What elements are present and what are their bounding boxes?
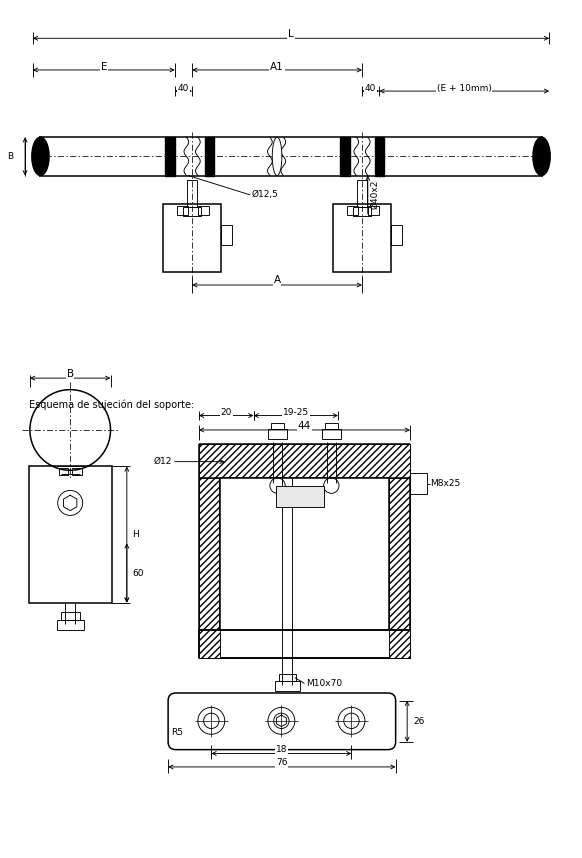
Ellipse shape [272, 137, 282, 176]
Bar [220, 478, 389, 658]
Bar [268, 429, 287, 438]
Text: 26: 26 [413, 716, 424, 726]
Bar [325, 423, 338, 429]
Text: 60: 60 [133, 569, 144, 577]
Text: M8x25: M8x25 [430, 480, 460, 488]
Text: 20: 20 [221, 408, 232, 417]
Bar [389, 630, 410, 658]
Bar [29, 467, 112, 603]
Bar [199, 630, 220, 658]
Bar [375, 137, 384, 176]
Text: (E + 10mm): (E + 10mm) [437, 84, 492, 94]
Bar [183, 208, 201, 216]
Bar [164, 204, 221, 272]
Text: B: B [66, 370, 74, 379]
Bar [391, 226, 402, 245]
Text: M10x70: M10x70 [306, 679, 342, 688]
Bar [199, 444, 220, 658]
Bar [322, 429, 341, 438]
Bar [187, 180, 197, 208]
Ellipse shape [32, 137, 49, 176]
Text: B: B [8, 152, 13, 160]
Text: 40: 40 [365, 84, 377, 94]
Bar [59, 468, 68, 475]
Bar [72, 468, 81, 475]
Bar [357, 180, 367, 208]
Text: Ø12,5: Ø12,5 [251, 190, 279, 199]
Bar [368, 206, 379, 214]
Bar [221, 226, 232, 245]
Bar [389, 444, 410, 658]
Bar [199, 630, 410, 658]
Bar [198, 206, 210, 214]
Text: A: A [274, 275, 281, 286]
Text: 40: 40 [178, 84, 189, 94]
Bar [279, 674, 296, 681]
Text: 18: 18 [276, 745, 287, 754]
Bar [275, 681, 300, 691]
Bar [410, 473, 427, 494]
Bar [340, 137, 350, 176]
Text: 19-25: 19-25 [283, 408, 309, 417]
Text: 76: 76 [276, 758, 288, 767]
Ellipse shape [533, 137, 550, 176]
Text: A1: A1 [270, 63, 284, 72]
Text: L: L [288, 28, 294, 39]
Text: Ø12: Ø12 [154, 457, 172, 466]
Bar [165, 137, 175, 176]
Bar [347, 206, 358, 214]
Bar [57, 620, 84, 630]
Bar [205, 137, 214, 176]
Bar [353, 208, 371, 216]
Text: 44: 44 [298, 421, 311, 432]
Bar [271, 423, 284, 429]
Bar [276, 486, 324, 507]
Text: R5: R5 [171, 728, 183, 737]
Text: Ø40x2: Ø40x2 [371, 180, 379, 209]
Bar [199, 444, 410, 478]
Bar [333, 204, 391, 272]
Text: E: E [101, 63, 107, 72]
Text: H: H [133, 530, 139, 539]
Bar [61, 613, 80, 620]
Bar [177, 206, 189, 214]
Text: Esquema de sujeción del soporte:: Esquema de sujeción del soporte: [29, 399, 194, 410]
